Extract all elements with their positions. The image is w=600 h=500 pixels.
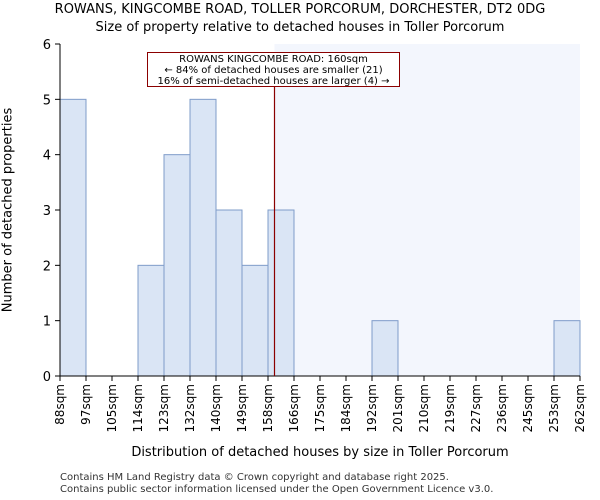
x-tick-label: 149sqm xyxy=(235,384,249,432)
x-tick-label: 123sqm xyxy=(157,384,171,432)
bar-114sqm xyxy=(137,264,165,377)
x-tick-label: 227sqm xyxy=(469,384,483,432)
annotation-line-2: ← 84% of detached houses are smaller (21… xyxy=(164,65,383,76)
y-axis-label: Number of detached properties xyxy=(0,107,16,313)
x-tick-label: 114sqm xyxy=(131,384,145,432)
x-tick-label: 88sqm xyxy=(53,384,67,425)
x-tick-label: 262sqm xyxy=(573,384,587,432)
chart-title: ROWANS, KINGCOMBE ROAD, TOLLER PORCORUM,… xyxy=(54,2,546,17)
x-tick-label: 158sqm xyxy=(261,384,275,432)
x-tick-label: 210sqm xyxy=(417,384,431,432)
bar-140sqm xyxy=(215,209,243,377)
footer-line-1: Contains HM Land Registry data © Crown c… xyxy=(60,472,449,483)
y-tick-label: 1 xyxy=(43,315,51,330)
x-tick-label: 175sqm xyxy=(313,384,327,432)
x-tick-label: 253sqm xyxy=(547,384,561,432)
x-tick-label: 132sqm xyxy=(183,384,197,432)
bar-253sqm xyxy=(553,320,581,377)
x-tick-label: 140sqm xyxy=(209,384,223,432)
bar-132sqm xyxy=(189,98,217,377)
bar-158sqm xyxy=(267,209,295,377)
y-tick-label: 5 xyxy=(43,93,51,108)
x-tick-label: 105sqm xyxy=(105,384,119,432)
x-tick-label: 192sqm xyxy=(365,384,379,432)
x-tick-label: 236sqm xyxy=(495,384,509,432)
bar-149sqm xyxy=(241,264,269,377)
x-tick-label: 245sqm xyxy=(521,384,535,432)
x-tick-label: 184sqm xyxy=(339,384,353,432)
footer-line-2: Contains public sector information licen… xyxy=(60,484,494,495)
x-tick-label: 97sqm xyxy=(79,384,93,425)
y-tick-label: 6 xyxy=(43,38,51,53)
y-tick-label: 2 xyxy=(43,259,51,274)
bar-123sqm xyxy=(163,154,191,377)
highlight-region xyxy=(274,44,580,376)
x-tick-label: 201sqm xyxy=(391,384,405,432)
annotation-box: ROWANS KINGCOMBE ROAD: 160sqm ← 84% of d… xyxy=(147,52,400,87)
y-tick-label: 3 xyxy=(43,204,51,219)
x-tick-label: 219sqm xyxy=(443,384,457,432)
annotation-line-3: 16% of semi-detached houses are larger (… xyxy=(157,76,390,87)
x-tick-label: 166sqm xyxy=(287,384,301,432)
annotation-line-1: ROWANS KINGCOMBE ROAD: 160sqm xyxy=(179,54,368,65)
x-axis-label: Distribution of detached houses by size … xyxy=(131,445,509,460)
bar-88sqm xyxy=(59,98,87,377)
y-tick-label: 0 xyxy=(43,370,51,385)
y-tick-label: 4 xyxy=(43,149,51,164)
chart-subtitle: Size of property relative to detached ho… xyxy=(95,20,505,35)
bar-192sqm xyxy=(371,320,399,377)
